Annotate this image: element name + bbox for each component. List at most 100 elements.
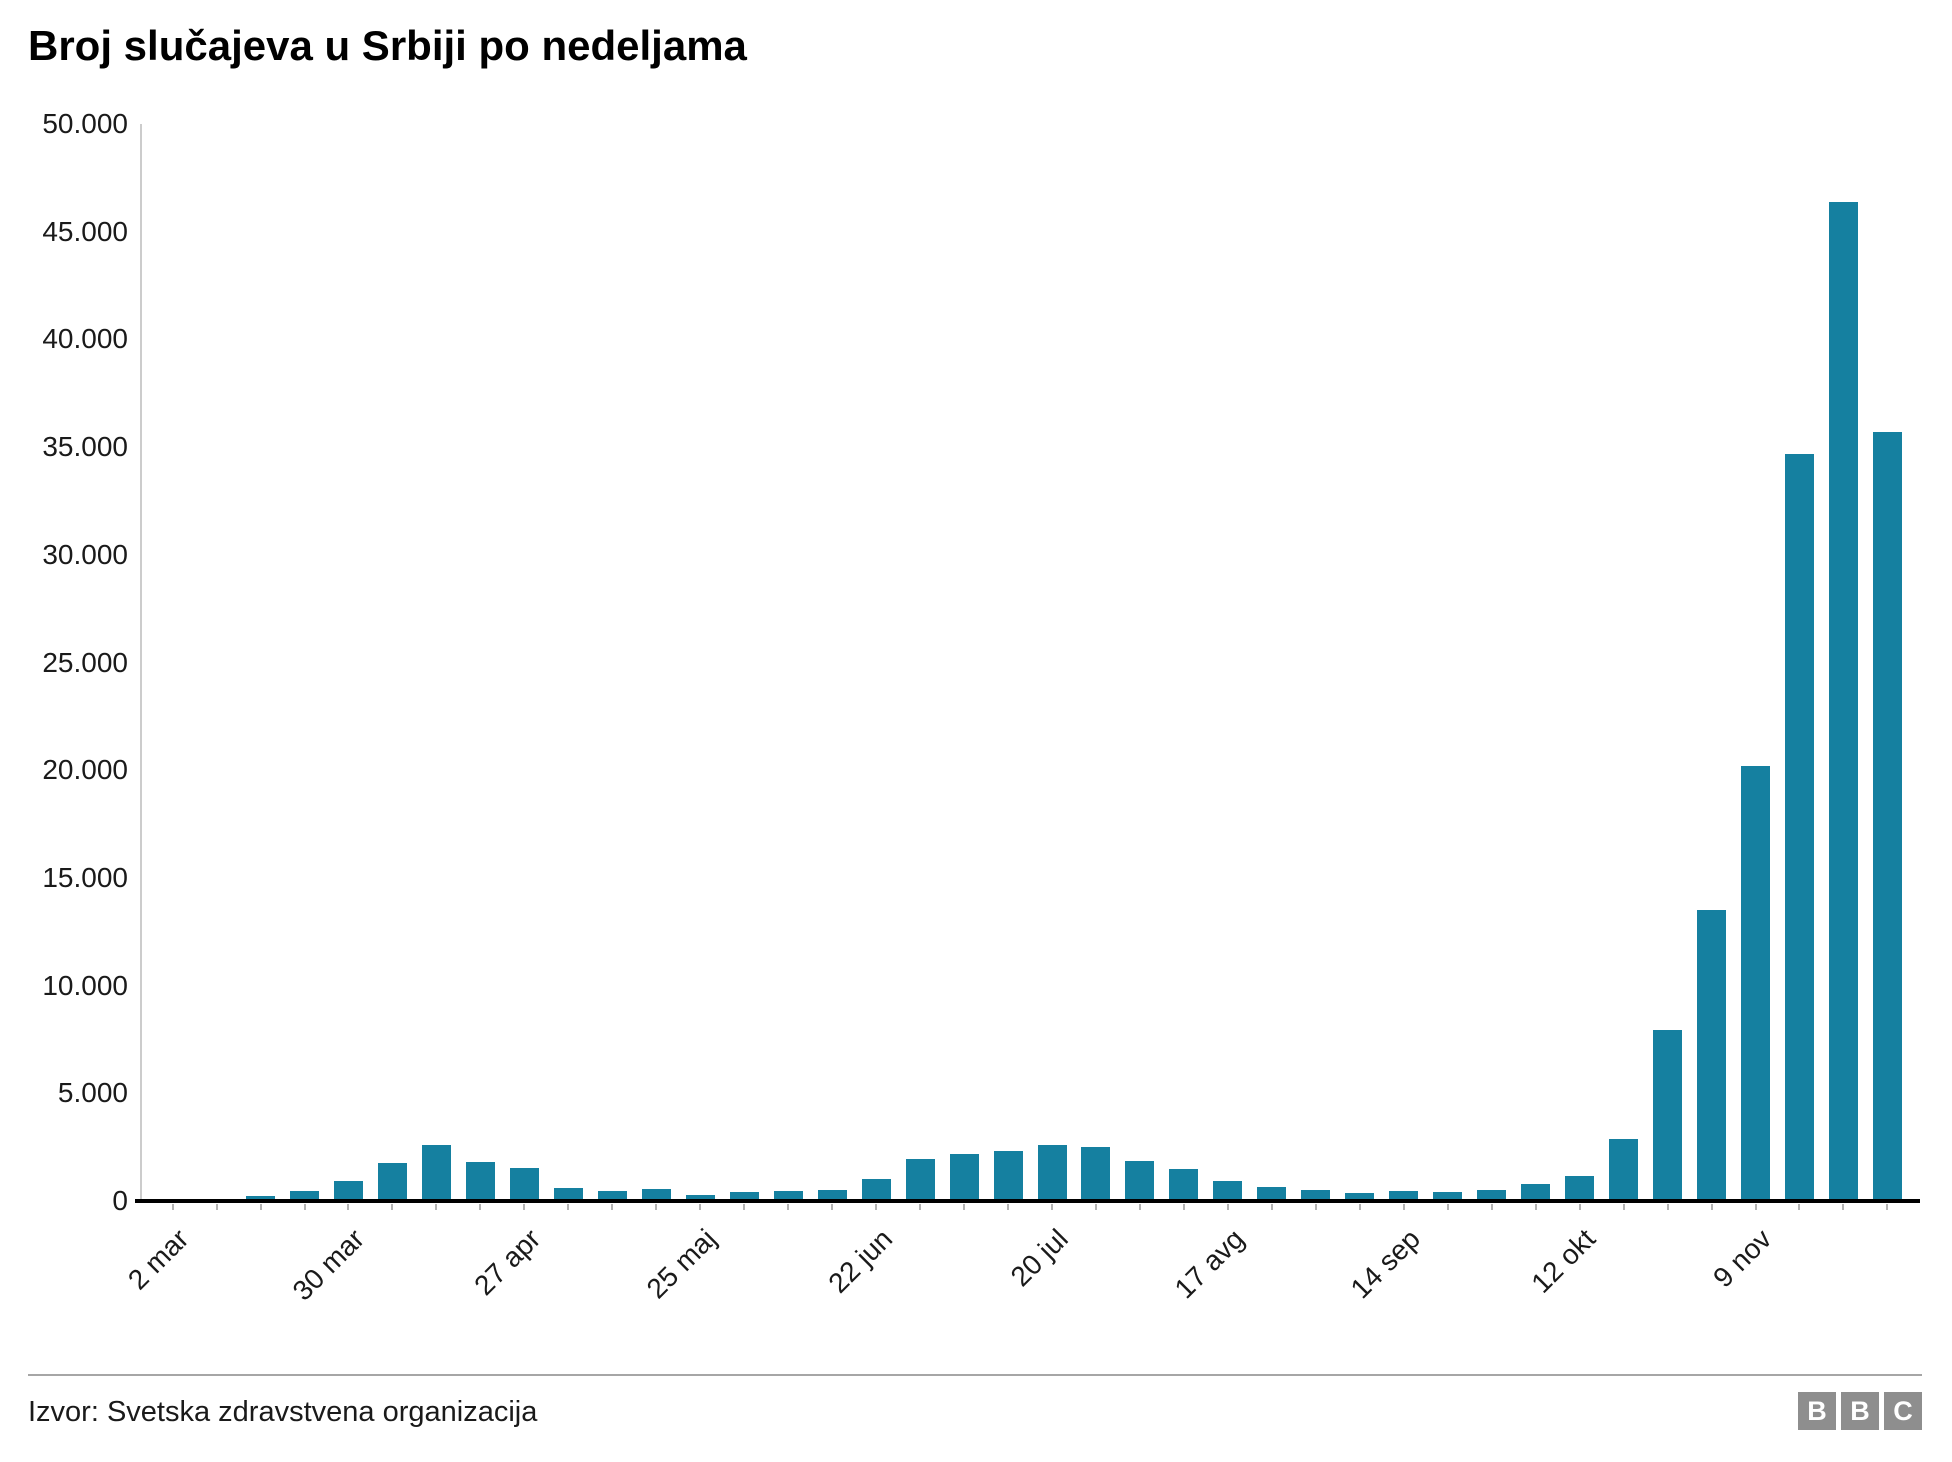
bar (729, 1192, 759, 1201)
bar (553, 1188, 583, 1201)
x-axis-label: 12 okt (1525, 1223, 1602, 1299)
x-axis-label: 25 maj (640, 1223, 723, 1305)
bar (597, 1191, 627, 1201)
x-tick-mark (215, 1204, 218, 1210)
logo-box-b1: B (1798, 1392, 1836, 1430)
logo-box-b2: B (1841, 1392, 1879, 1430)
logo-letter: C (1893, 1395, 1913, 1426)
bar (1389, 1190, 1419, 1201)
bar (333, 1180, 363, 1201)
y-axis-label: 45.000 (42, 215, 128, 247)
bar (1872, 432, 1902, 1201)
bar (773, 1191, 803, 1201)
y-axis-label: 5.000 (57, 1077, 128, 1109)
bar (1301, 1190, 1331, 1201)
x-tick-mark (1490, 1204, 1493, 1210)
bar (949, 1153, 979, 1201)
x-tick-mark (1051, 1204, 1053, 1210)
source-text: Izvor: Svetska zdravstvena organizacija (28, 1396, 538, 1428)
x-tick-mark (743, 1204, 746, 1210)
chart-title: Broj slučajeva u Srbiji po nedeljama (28, 22, 747, 69)
bar (1565, 1175, 1595, 1201)
bar (1697, 910, 1727, 1201)
x-tick-mark (1226, 1204, 1229, 1210)
x-tick-mark (1798, 1204, 1801, 1210)
x-tick-mark (875, 1204, 878, 1210)
bar (465, 1162, 495, 1201)
bar (1345, 1192, 1375, 1201)
footer-divider (28, 1374, 1922, 1376)
bar (246, 1196, 276, 1201)
x-tick-mark (1578, 1204, 1581, 1210)
logo-letter: B (1850, 1395, 1870, 1426)
x-tick-mark (391, 1204, 394, 1210)
x-tick-mark (831, 1204, 834, 1210)
x-tick-mark (259, 1204, 262, 1210)
x-tick-mark (1842, 1204, 1845, 1210)
bar (641, 1189, 671, 1201)
bar (1081, 1147, 1111, 1201)
bar (1828, 201, 1858, 1201)
bar (421, 1144, 451, 1201)
x-axis-label: 9 nov (1707, 1223, 1778, 1294)
x-tick-mark (963, 1204, 966, 1210)
x-tick-mark (1754, 1204, 1757, 1210)
y-axis-label: 20.000 (42, 754, 128, 786)
x-tick-mark (1666, 1204, 1669, 1210)
x-tick-mark (1622, 1204, 1625, 1210)
x-tick-mark (919, 1204, 922, 1210)
bar (1609, 1138, 1639, 1201)
y-axis-label: 40.000 (42, 323, 128, 355)
bar (1213, 1180, 1243, 1201)
x-tick-mark (1138, 1204, 1141, 1210)
x-tick-mark (1710, 1204, 1713, 1210)
bar (861, 1179, 891, 1201)
bar (993, 1151, 1023, 1201)
bar (905, 1158, 935, 1201)
x-axis-label: 27 apr (468, 1223, 547, 1302)
y-axis-label: 50.000 (42, 108, 128, 139)
x-axis-label: 30 mar (286, 1223, 371, 1307)
y-axis-label: 30.000 (42, 538, 128, 570)
x-tick-mark (1534, 1204, 1537, 1210)
x-tick-mark (567, 1204, 570, 1210)
y-axis-label: 0 (112, 1185, 128, 1216)
bar (1477, 1189, 1507, 1201)
bar (1125, 1161, 1155, 1201)
x-tick-mark (787, 1204, 790, 1210)
bar (685, 1194, 715, 1201)
y-axis-line (140, 124, 142, 1201)
bar (377, 1163, 407, 1201)
x-tick-mark (1270, 1204, 1273, 1210)
x-tick-mark (1446, 1204, 1449, 1210)
x-tick-mark (1886, 1204, 1889, 1210)
x-tick-mark (655, 1204, 658, 1210)
x-axis-baseline (135, 1199, 1920, 1203)
x-axis-label: 2 mar (121, 1223, 195, 1296)
bar (1433, 1191, 1463, 1201)
y-axis-label: 35.000 (42, 431, 128, 463)
x-tick-mark (1402, 1204, 1405, 1210)
bar (1521, 1184, 1551, 1201)
bbc-logo: B B C (1798, 1392, 1922, 1430)
x-tick-mark (171, 1204, 174, 1210)
bar (1257, 1186, 1287, 1201)
logo-box-c: C (1884, 1392, 1922, 1430)
x-axis-label: 20 jul (1004, 1223, 1074, 1293)
x-tick-mark (347, 1204, 350, 1210)
x-tick-mark (1094, 1204, 1097, 1210)
x-tick-mark (479, 1204, 482, 1210)
bar (290, 1191, 319, 1201)
x-tick-mark (611, 1204, 614, 1210)
x-tick-mark (1358, 1204, 1361, 1210)
x-tick-mark (435, 1204, 438, 1210)
y-axis-label: 10.000 (42, 969, 128, 1001)
y-axis-label: 15.000 (42, 861, 128, 893)
bar (1653, 1029, 1683, 1201)
x-tick-mark (303, 1204, 306, 1210)
bar (817, 1189, 847, 1201)
x-tick-mark (1314, 1204, 1317, 1210)
x-axis-label: 14 sep (1344, 1223, 1426, 1305)
bar (1169, 1168, 1199, 1201)
